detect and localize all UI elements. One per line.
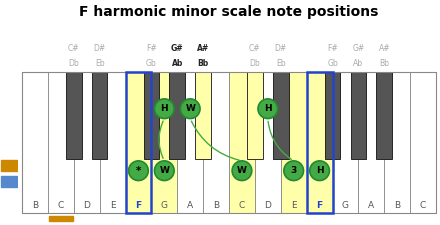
Bar	[358, 72, 384, 213]
Text: D: D	[83, 201, 90, 210]
Text: Ab: Ab	[172, 59, 183, 68]
Circle shape	[258, 99, 278, 119]
Text: D: D	[264, 201, 271, 210]
Text: G#: G#	[352, 44, 364, 53]
Bar	[151, 72, 177, 213]
Text: B: B	[32, 201, 38, 210]
Text: Bb: Bb	[198, 59, 209, 68]
Circle shape	[284, 161, 304, 180]
Bar	[177, 72, 203, 213]
Circle shape	[310, 161, 330, 180]
Bar	[99, 72, 125, 213]
Bar	[229, 72, 255, 213]
Bar	[377, 72, 392, 160]
Text: B: B	[394, 201, 400, 210]
Text: H: H	[316, 166, 323, 175]
Bar	[307, 72, 333, 213]
Text: G: G	[342, 201, 349, 210]
Text: G#: G#	[171, 44, 183, 53]
Bar	[384, 72, 410, 213]
Text: H: H	[161, 104, 168, 113]
Text: B: B	[213, 201, 219, 210]
Bar	[1, 176, 17, 187]
Text: Gb: Gb	[327, 59, 338, 68]
Text: Bb: Bb	[379, 59, 389, 68]
Text: *: *	[136, 166, 141, 176]
Text: A: A	[187, 201, 193, 210]
Text: Eb: Eb	[276, 59, 286, 68]
Bar	[143, 72, 159, 160]
Text: 3: 3	[290, 166, 297, 175]
Text: F#: F#	[146, 44, 157, 53]
Text: Ab: Ab	[353, 59, 363, 68]
Text: A#: A#	[378, 44, 390, 53]
Text: C: C	[239, 201, 245, 210]
Bar	[125, 72, 151, 213]
Text: C: C	[58, 201, 64, 210]
Bar	[1, 160, 17, 171]
Text: H: H	[264, 104, 271, 113]
Bar	[281, 72, 307, 213]
Text: Db: Db	[68, 59, 79, 68]
Text: F: F	[136, 201, 142, 210]
Bar	[273, 72, 289, 160]
Text: E: E	[291, 201, 297, 210]
Text: C#: C#	[249, 44, 260, 53]
Text: F: F	[316, 201, 323, 210]
Circle shape	[154, 99, 174, 119]
Text: basicmusictheory.com: basicmusictheory.com	[7, 77, 11, 139]
Bar	[203, 72, 229, 213]
Text: W: W	[185, 104, 195, 113]
Bar	[74, 72, 99, 213]
Bar	[410, 72, 436, 213]
Circle shape	[128, 161, 148, 180]
Text: W: W	[237, 166, 247, 175]
Text: F#: F#	[327, 44, 338, 53]
Text: Gb: Gb	[146, 59, 157, 68]
Bar	[49, 216, 73, 221]
Bar	[325, 72, 340, 160]
Text: G: G	[161, 201, 168, 210]
Circle shape	[154, 161, 174, 180]
Text: W: W	[159, 166, 169, 175]
Bar	[247, 72, 263, 160]
Bar	[22, 72, 436, 213]
Bar	[307, 72, 333, 213]
Text: Db: Db	[249, 59, 260, 68]
Text: C#: C#	[68, 44, 80, 53]
Text: A: A	[368, 201, 374, 210]
Bar	[48, 72, 74, 213]
Bar	[169, 72, 185, 160]
Text: Eb: Eb	[95, 59, 104, 68]
Text: A#: A#	[197, 44, 209, 53]
Text: E: E	[110, 201, 115, 210]
Bar	[92, 72, 107, 160]
Circle shape	[232, 161, 252, 180]
Text: D#: D#	[275, 44, 287, 53]
Bar	[351, 72, 366, 160]
Bar	[125, 72, 151, 213]
Bar	[333, 72, 358, 213]
Text: C: C	[420, 201, 426, 210]
Circle shape	[180, 99, 200, 119]
Bar	[22, 72, 48, 213]
Text: D#: D#	[94, 44, 106, 53]
Bar	[255, 72, 281, 213]
Bar	[66, 72, 81, 160]
Text: F harmonic minor scale note positions: F harmonic minor scale note positions	[79, 5, 379, 19]
Bar	[195, 72, 211, 160]
